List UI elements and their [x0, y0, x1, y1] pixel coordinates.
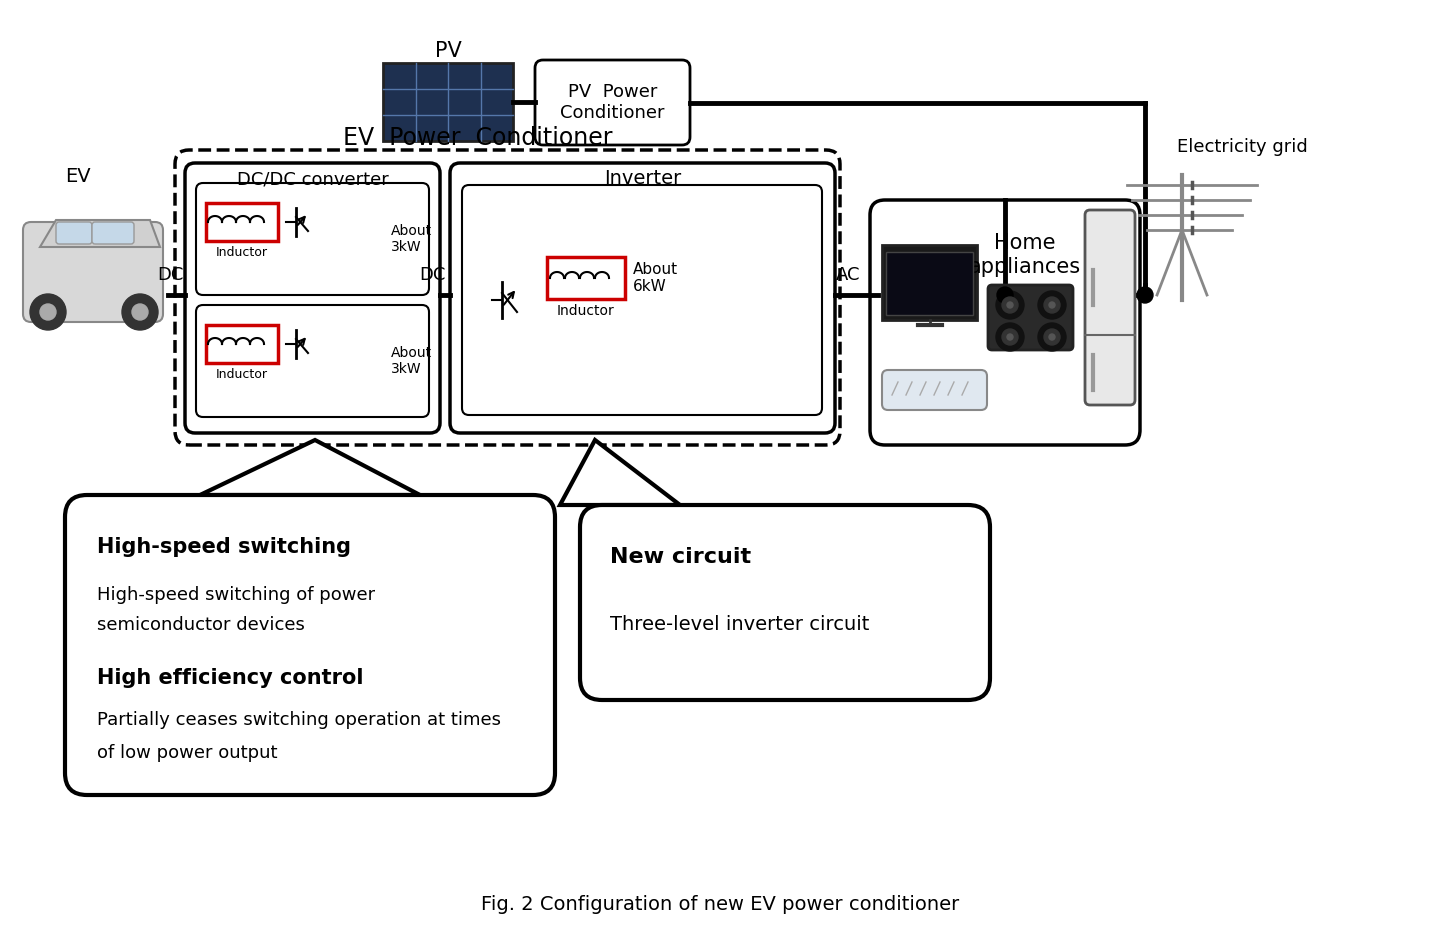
Text: AC: AC: [835, 266, 860, 284]
Circle shape: [1007, 302, 1012, 308]
Circle shape: [1048, 302, 1056, 308]
Text: High efficiency control: High efficiency control: [96, 668, 363, 688]
FancyBboxPatch shape: [1084, 210, 1135, 405]
FancyBboxPatch shape: [23, 222, 163, 322]
Text: Inductor: Inductor: [557, 304, 615, 318]
Text: About
3kW: About 3kW: [392, 224, 432, 254]
FancyBboxPatch shape: [881, 370, 986, 410]
Polygon shape: [560, 440, 680, 505]
Text: Partially ceases switching operation at times: Partially ceases switching operation at …: [96, 711, 501, 729]
Text: New circuit: New circuit: [611, 547, 752, 567]
FancyBboxPatch shape: [196, 183, 429, 295]
Circle shape: [1002, 297, 1018, 313]
FancyBboxPatch shape: [449, 163, 835, 433]
FancyBboxPatch shape: [196, 305, 429, 417]
Circle shape: [122, 294, 158, 330]
Circle shape: [30, 294, 66, 330]
Circle shape: [1044, 329, 1060, 345]
Text: Home
appliances: Home appliances: [969, 234, 1081, 277]
Circle shape: [132, 304, 148, 320]
Circle shape: [1048, 334, 1056, 340]
Bar: [886, 252, 973, 315]
FancyBboxPatch shape: [462, 185, 822, 415]
Circle shape: [40, 304, 56, 320]
FancyBboxPatch shape: [92, 222, 134, 244]
Circle shape: [996, 287, 1012, 303]
Circle shape: [1044, 297, 1060, 313]
Text: EV  Power  Conditioner: EV Power Conditioner: [343, 126, 612, 150]
Circle shape: [1002, 329, 1018, 345]
Circle shape: [1007, 334, 1012, 340]
Bar: [206, 203, 278, 241]
Bar: [206, 325, 278, 363]
Text: Three-level inverter circuit: Three-level inverter circuit: [611, 615, 870, 635]
Text: Inverter: Inverter: [603, 170, 681, 188]
Text: PV: PV: [435, 41, 461, 61]
Bar: [881, 245, 976, 320]
FancyBboxPatch shape: [988, 285, 1073, 350]
Text: High-speed switching of power: High-speed switching of power: [96, 586, 376, 604]
FancyBboxPatch shape: [580, 505, 991, 700]
Text: About
3kW: About 3kW: [392, 346, 432, 376]
Text: High-speed switching: High-speed switching: [96, 537, 351, 557]
Text: semiconductor devices: semiconductor devices: [96, 616, 305, 634]
Text: DC: DC: [419, 266, 445, 284]
Text: Electricity grid: Electricity grid: [1176, 138, 1308, 156]
Polygon shape: [200, 440, 420, 495]
Bar: [383, 63, 513, 141]
Text: About
6kW: About 6kW: [634, 262, 678, 294]
Text: of low power output: of low power output: [96, 744, 278, 762]
Circle shape: [1038, 323, 1066, 351]
Text: EV: EV: [65, 168, 91, 187]
Text: PV  Power
Conditioner: PV Power Conditioner: [560, 83, 665, 122]
FancyBboxPatch shape: [184, 163, 441, 433]
Circle shape: [996, 323, 1024, 351]
FancyBboxPatch shape: [536, 60, 690, 145]
Bar: [547, 257, 625, 299]
Text: Fig. 2 Configuration of new EV power conditioner: Fig. 2 Configuration of new EV power con…: [481, 896, 959, 915]
Circle shape: [1138, 287, 1153, 303]
Text: Inductor: Inductor: [216, 367, 268, 381]
FancyBboxPatch shape: [56, 222, 92, 244]
Text: DC: DC: [157, 266, 183, 284]
Text: DC/DC converter: DC/DC converter: [236, 170, 389, 188]
FancyBboxPatch shape: [870, 200, 1140, 445]
Text: Inductor: Inductor: [216, 246, 268, 258]
Circle shape: [1038, 291, 1066, 319]
Circle shape: [996, 291, 1024, 319]
FancyBboxPatch shape: [65, 495, 554, 795]
Polygon shape: [40, 220, 160, 247]
